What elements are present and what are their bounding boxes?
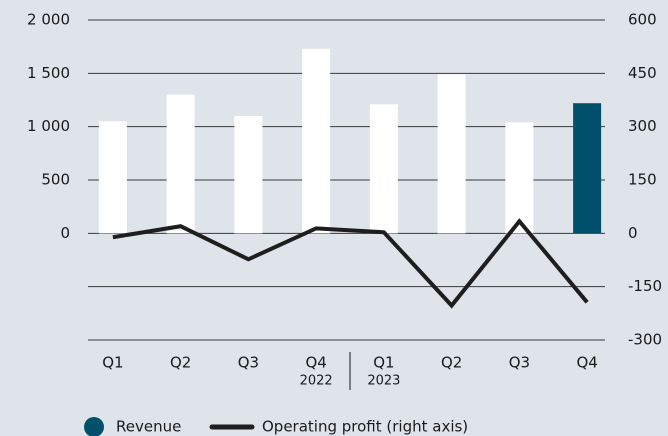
- y2-tick-label: 600: [628, 11, 657, 29]
- bar: [166, 94, 195, 234]
- x-tick-label: Q3: [238, 354, 259, 372]
- legend-label: Operating profit (right axis): [262, 418, 468, 436]
- line: [112, 218, 589, 309]
- x-tick-label: Q4: [305, 354, 326, 372]
- y2-tick-label: -300: [628, 331, 662, 349]
- bar: [573, 103, 602, 234]
- y2-tick-label: 300: [628, 117, 657, 135]
- y-tick-label: 1 000: [27, 117, 70, 135]
- y-tick-label: 0: [60, 224, 70, 242]
- bar: [505, 122, 534, 234]
- bar: [234, 116, 263, 234]
- x-tick-label: Q1: [102, 354, 123, 372]
- y-tick-label: 2 000: [27, 11, 70, 29]
- y-tick-label: 1 500: [27, 64, 70, 82]
- x-tick-label: Q2: [170, 354, 191, 372]
- bar: [437, 74, 466, 234]
- legend-swatch: [84, 417, 104, 436]
- year-label: 2022: [300, 374, 333, 389]
- y2-tick-label: 0: [628, 224, 638, 242]
- y2-tick-label: 150: [628, 171, 657, 189]
- bar: [302, 48, 331, 234]
- x-tick-label: Q3: [509, 354, 530, 372]
- x-tick-label: Q1: [373, 354, 394, 372]
- y2-tick-label: -150: [628, 277, 662, 295]
- year-label: 2023: [367, 374, 400, 389]
- x-tick-label: Q2: [441, 354, 462, 372]
- legend-label: Revenue: [116, 418, 181, 436]
- bar: [369, 104, 398, 234]
- x-tick-label: Q4: [576, 354, 597, 372]
- bar: [98, 121, 127, 234]
- y-tick-label: 500: [41, 171, 70, 189]
- y2-tick-label: 450: [628, 64, 657, 82]
